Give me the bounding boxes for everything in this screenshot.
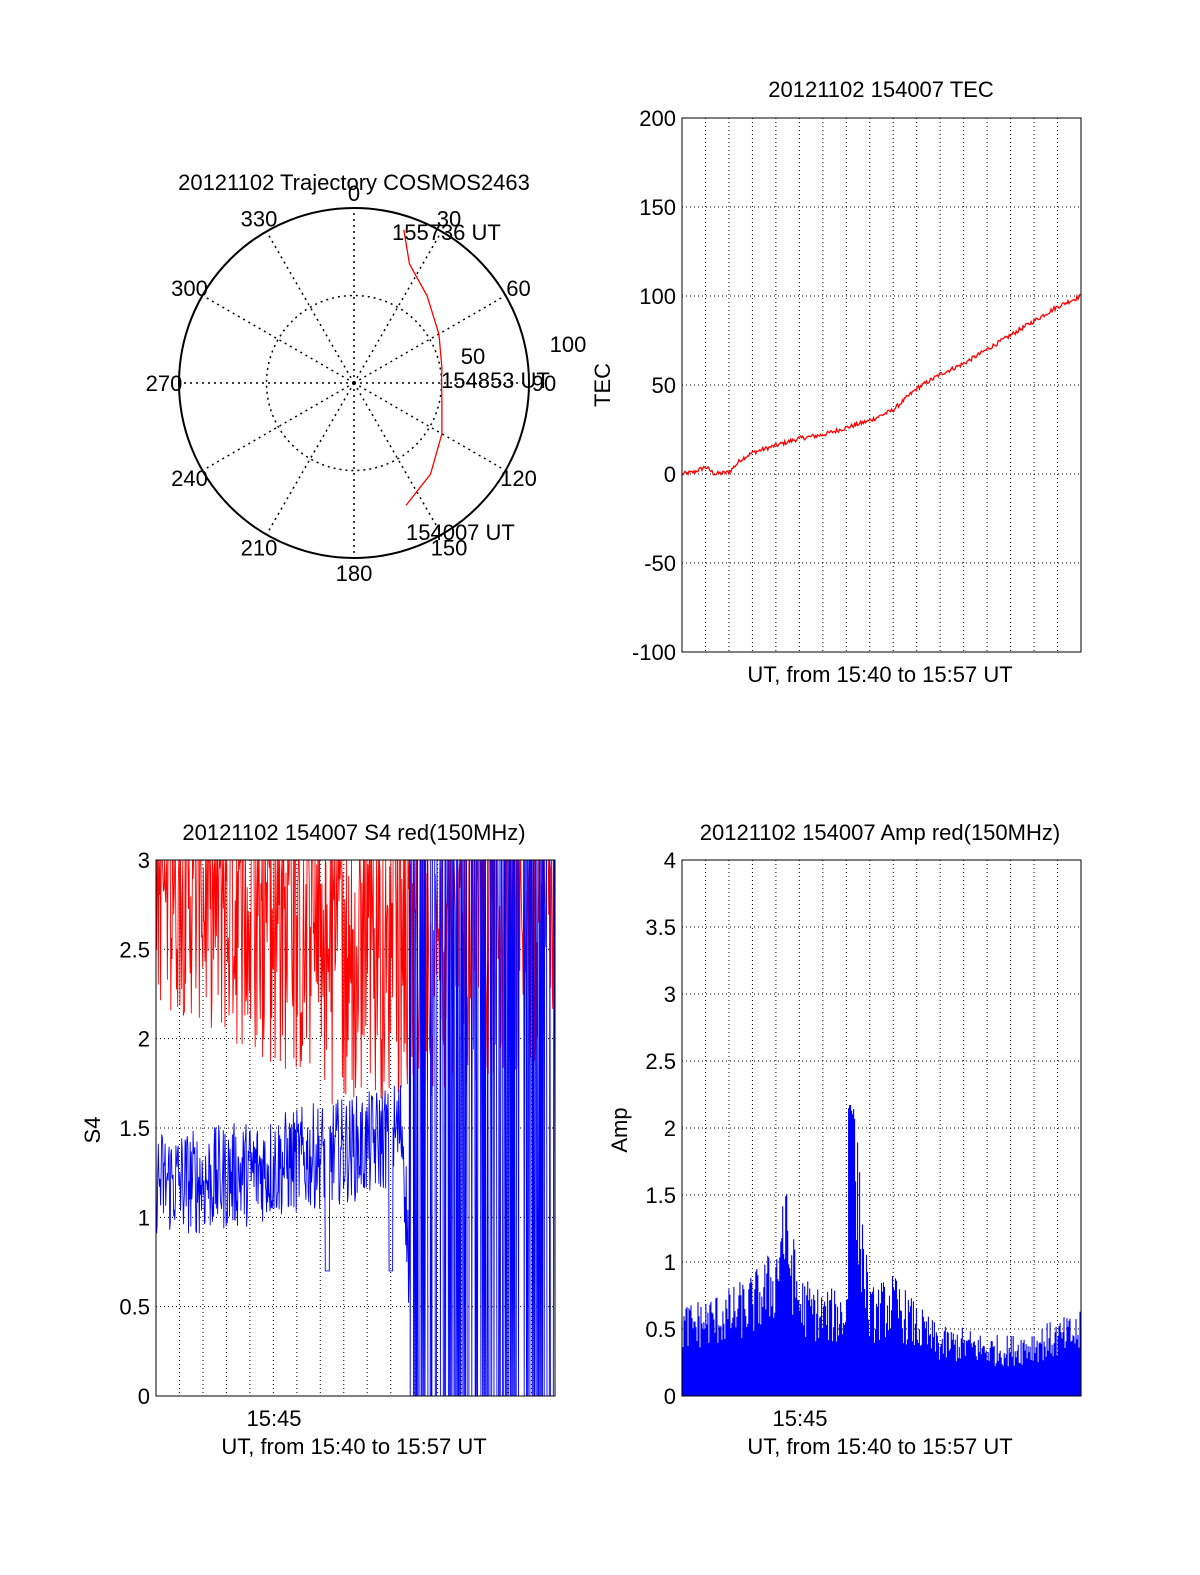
y-tick-label: 50 — [652, 373, 676, 398]
polar-angle-label: 300 — [171, 276, 208, 301]
polar-spoke — [265, 382, 355, 535]
y-tick-label: 0 — [664, 1384, 676, 1409]
polar-spoke — [202, 294, 355, 384]
tec-xlabel: UT, from 15:40 to 15:57 UT — [747, 662, 1012, 687]
y-tick-label: 0.5 — [645, 1317, 676, 1342]
polar-spoke — [353, 382, 443, 535]
polar-angle-label: 180 — [336, 561, 373, 586]
polar-title: 20121102 Trajectory COSMOS2463 — [178, 170, 530, 195]
tec-grid — [682, 118, 1081, 652]
polar-spoke — [353, 231, 443, 384]
amp-title: 20121102 154007 Amp red(150MHz) — [700, 820, 1060, 845]
y-tick-label: 1.5 — [119, 1116, 150, 1141]
s4-xlabel: UT, from 15:40 to 15:57 UT — [221, 1434, 486, 1459]
s4-panel: 20121102 154007 S4 red(150MHz) 3 2.5 2 1.5 1… — [80, 820, 556, 1459]
polar-outer-circle — [178, 207, 530, 559]
y-tick-label: 1 — [664, 1250, 676, 1275]
polar-angle-label: 30 — [437, 206, 461, 231]
y-tick-label: 2 — [664, 1116, 676, 1141]
amp-y-tick-labels: 4 3.5 3 2.5 2 1.5 1 0.5 0 — [645, 848, 676, 1409]
tec-plot-frame — [681, 117, 1082, 653]
amp-xtick-label: 15:45 — [772, 1406, 827, 1431]
polar-spoke — [353, 382, 506, 472]
y-tick-label: 3 — [664, 982, 676, 1007]
amp-plot-frame — [681, 859, 1082, 1397]
polar-angle-label: 150 — [431, 536, 468, 561]
y-tick-label: 0.5 — [119, 1295, 150, 1320]
amp-blue-bars — [681, 1105, 1082, 1396]
s4-y-tick-labels: 3 2.5 2 1.5 1 0.5 0 — [119, 848, 150, 1409]
polar-angle-label: 210 — [241, 536, 278, 561]
tec-series-line — [681, 293, 1082, 477]
y-tick-label: 3.5 — [645, 915, 676, 940]
polar-panel: 20121102 Trajectory COSMOS2463 0 30 60 90 12… — [146, 170, 587, 586]
polar-spoke — [265, 231, 355, 384]
polar-angle-label: 0 — [348, 181, 360, 206]
polar-spoke — [202, 382, 355, 472]
tec-title: 20121102 154007 TEC — [768, 77, 994, 102]
y-tick-label: 1.5 — [645, 1183, 676, 1208]
y-tick-label: 2 — [138, 1027, 150, 1052]
s4-xtick-label: 15:45 — [246, 1406, 301, 1431]
amp-panel: 20121102 154007 Amp red(150MHz) 4 3.5 3 2.5… — [607, 820, 1082, 1459]
tec-panel: 20121102 154007 TEC 200150100500-50-100 … — [590, 77, 1082, 687]
polar-angle-label: 330 — [241, 206, 278, 231]
polar-angle-label: 120 — [500, 466, 537, 491]
y-tick-label: 0 — [138, 1384, 150, 1409]
polar-angle-labels: 0 30 60 90 120 150 180 210 240 270 300 330 — [146, 181, 557, 586]
amp-xlabel: UT, from 15:40 to 15:57 UT — [747, 1434, 1012, 1459]
y-tick-label: 1 — [138, 1205, 150, 1230]
polar-radial-label-50: 50 — [461, 344, 485, 369]
y-tick-label: 100 — [639, 284, 676, 309]
y-tick-label: 200 — [639, 106, 676, 131]
amp-blue-series — [681, 1105, 1082, 1396]
y-tick-label: 3 — [138, 848, 150, 873]
s4-red-line — [155, 859, 556, 1105]
y-tick-label: 0 — [664, 462, 676, 487]
polar-angle-label: 270 — [146, 371, 183, 396]
polar-spoke — [353, 294, 506, 384]
polar-angle-label: 240 — [171, 466, 208, 491]
amp-ylabel: Amp — [607, 1107, 632, 1152]
amp-grid — [682, 860, 1081, 1396]
y-tick-label: 2.5 — [119, 937, 150, 962]
tec-ylabel: TEC — [590, 363, 615, 407]
s4-red-series — [155, 859, 556, 1105]
polar-angle-label: 60 — [506, 276, 530, 301]
polar-angle-label: 90 — [532, 371, 556, 396]
polar-radial-label-100: 100 — [550, 332, 587, 357]
polar-annotation-start: 154007 UT — [406, 520, 515, 545]
polar-annotation-mid: 154853 UT — [441, 368, 550, 393]
y-tick-label: 4 — [664, 848, 676, 873]
y-tick-label: -50 — [644, 551, 676, 576]
s4-ylabel: S4 — [80, 1117, 105, 1144]
y-tick-label: -100 — [632, 640, 676, 665]
y-tick-label: 2.5 — [645, 1049, 676, 1074]
tec-y-tick-labels: 200 150 100 50 0 -50 -100 — [632, 106, 676, 665]
s4-plot-frame — [155, 859, 556, 1397]
polar-trajectory-line — [403, 229, 443, 506]
polar-annotation-end: 155736 UT — [392, 220, 501, 245]
y-tick-label: 150 — [639, 195, 676, 220]
s4-title: 20121102 154007 S4 red(150MHz) — [182, 820, 525, 845]
